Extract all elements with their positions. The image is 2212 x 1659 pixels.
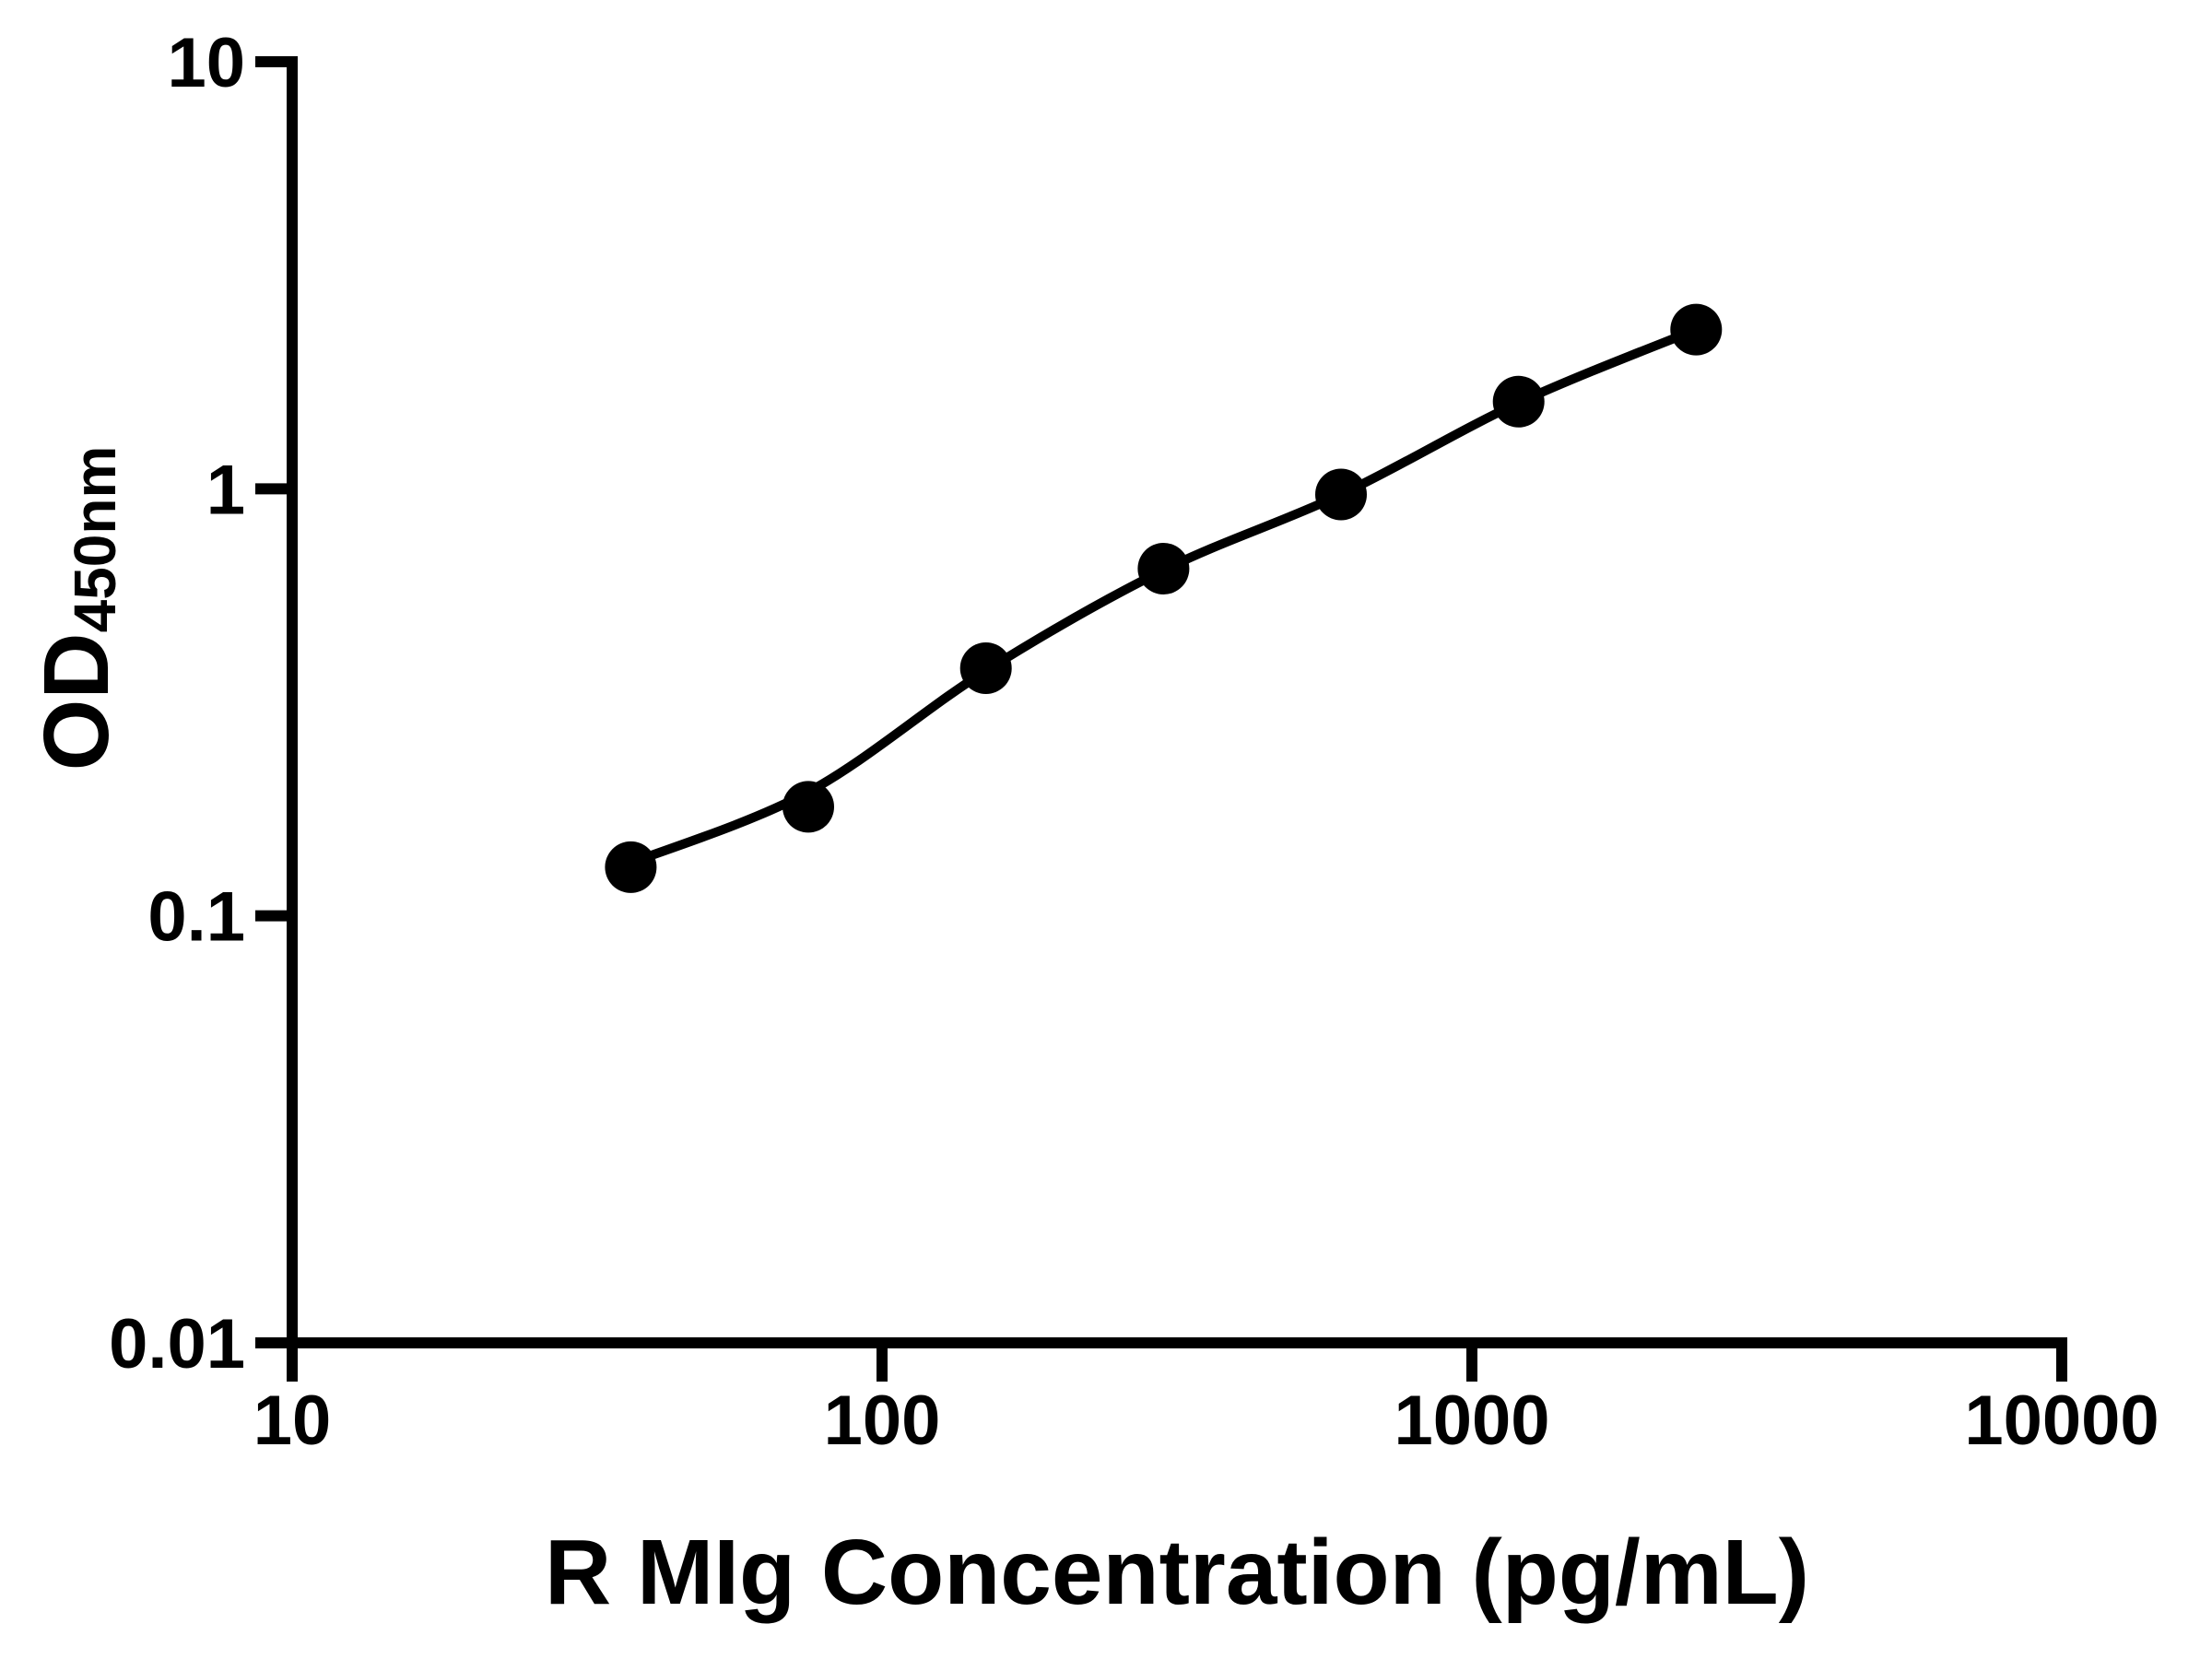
y-tick-label-1: 1 xyxy=(206,451,245,529)
y-tick-label-0.01: 0.01 xyxy=(109,1305,245,1383)
y-axis-title-main: OD xyxy=(25,632,128,771)
data-point-marker-37.5 xyxy=(605,841,657,893)
data-points xyxy=(605,303,1723,893)
data-point-marker-2400 xyxy=(1670,303,1723,356)
axes xyxy=(255,56,2067,1382)
data-point-marker-600 xyxy=(1315,468,1367,521)
x-axis-title: R MIg Concentration (pg/mL) xyxy=(545,1521,1809,1624)
x-tick-label-10: 10 xyxy=(253,1382,332,1460)
y-tick-label-10: 10 xyxy=(167,24,245,102)
data-point-marker-75 xyxy=(782,781,834,833)
x-tick-label-10000: 10000 xyxy=(1964,1382,2159,1460)
y-axis-title: OD450nm xyxy=(25,446,128,771)
x-tick-label-1000: 1000 xyxy=(1394,1382,1549,1460)
data-point-marker-150 xyxy=(959,642,1012,694)
y-axis-title-subscript: 450nm xyxy=(62,446,128,633)
y-tick-label-0.1: 0.1 xyxy=(147,878,245,957)
x-tick-label-100: 100 xyxy=(824,1382,941,1460)
data-point-marker-1200 xyxy=(1492,375,1545,428)
data-point-marker-300 xyxy=(1137,543,1190,594)
